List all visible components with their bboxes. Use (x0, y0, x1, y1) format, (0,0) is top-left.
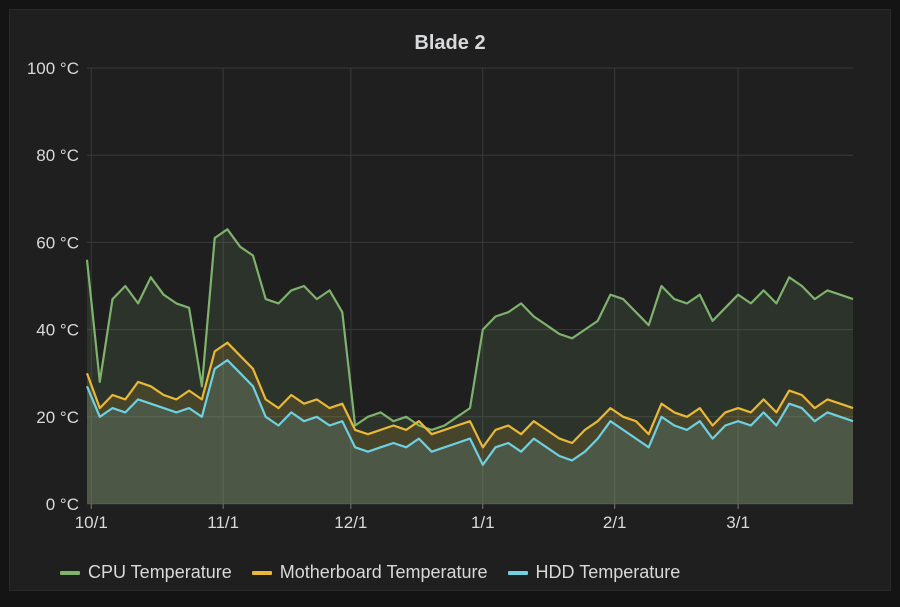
legend-item[interactable]: Motherboard Temperature (251, 562, 488, 583)
legend-label: CPU Temperature (88, 562, 232, 582)
legend-label: HDD Temperature (535, 562, 681, 582)
y-tick-label: 100 °C (27, 59, 79, 78)
y-tick-label: 80 °C (36, 146, 79, 165)
y-tick-label: 60 °C (36, 233, 79, 252)
y-tick-label: 40 °C (36, 321, 79, 340)
series-line-1 (85, 228, 854, 431)
panel-title[interactable]: Blade 2 (414, 32, 486, 54)
x-tick-label: 2/1 (603, 513, 627, 532)
legend-swatch (507, 570, 528, 575)
x-tick-label: 3/1 (726, 513, 750, 532)
x-tick-label: 12/1 (334, 513, 367, 532)
y-tick-label: 20 °C (36, 408, 79, 427)
x-tick-label: 1/1 (471, 513, 495, 532)
series-line-2 (85, 341, 854, 449)
series-area-1 (87, 229, 853, 505)
chart-legend: CPU Temperature Motherboard Temperature HD… (60, 562, 700, 583)
x-tick-label: 11/1 (207, 513, 239, 532)
legend-swatch (60, 570, 80, 575)
legend-label: Motherboard Temperature (279, 562, 488, 582)
legend-swatch (251, 570, 272, 575)
temperature-chart: 0 °C 20 °C 40 °C 60 °C 80 °C 100 °C 10/1 11/1 12… (27, 59, 854, 532)
series-area-3 (87, 360, 853, 504)
series-line-3 (85, 359, 854, 466)
legend-item[interactable]: HDD Temperature (507, 562, 681, 583)
y-tick-label: 0 °C (46, 495, 79, 514)
chart-panel: Blade 2 0 °C 20 °C 40 °C 60 °C 80 °C 100 °C 10… (9, 9, 891, 591)
legend-item[interactable]: CPU Temperature (60, 562, 232, 583)
x-tick-label: 10/1 (75, 513, 108, 532)
